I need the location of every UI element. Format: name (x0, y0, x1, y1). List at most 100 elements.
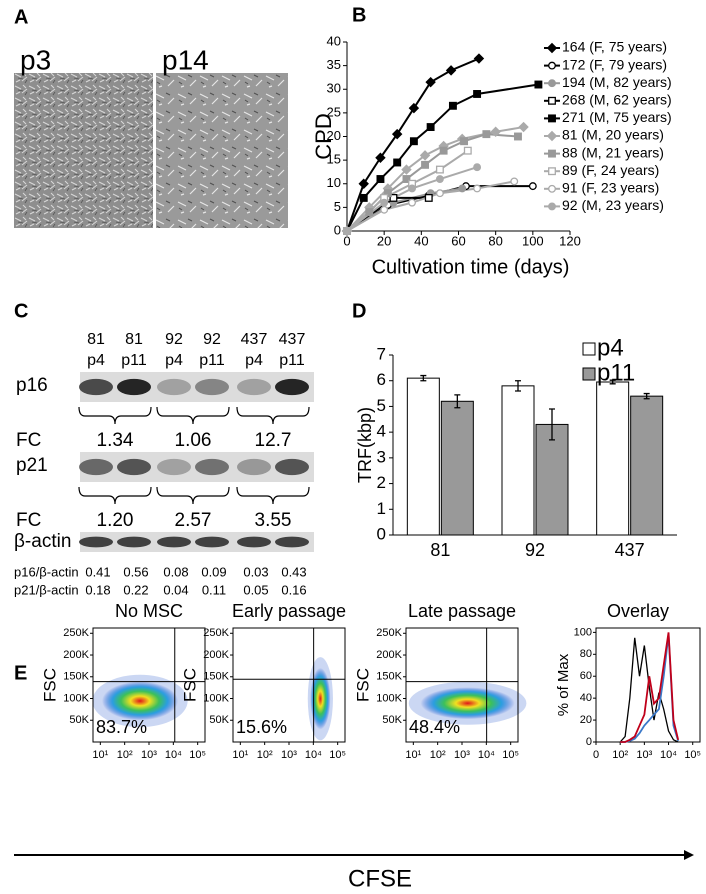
fold-change: 1.34 (97, 430, 134, 451)
y-axis-label: TRF(kbp) (355, 407, 375, 483)
x-tick-label: 437 (615, 540, 645, 560)
legend-swatch (582, 342, 596, 356)
x-tick-label: 0 (343, 233, 350, 248)
y-tick-label: 5 (377, 396, 386, 415)
bracket (78, 486, 152, 505)
x-tick-label: 10² (430, 749, 446, 761)
y-tick-label: 6 (377, 370, 386, 389)
marker (518, 121, 529, 133)
bar (535, 423, 569, 536)
blot-band (237, 458, 271, 476)
ratio-label: p16/β-actin (14, 564, 79, 579)
y-tick-label: 10 (327, 175, 341, 190)
marker (408, 184, 416, 193)
y-tick-label: 250K (203, 627, 229, 639)
ratio-value: 0.18 (85, 582, 110, 597)
y-tick-label: 7 (377, 344, 386, 363)
error-bar (454, 394, 461, 409)
y-tick-label: 200K (63, 649, 89, 661)
bracket (236, 406, 310, 425)
marker (546, 42, 558, 54)
y-tick-label: 5 (334, 199, 341, 214)
lane-label: p11 (121, 352, 147, 369)
blot-band (275, 378, 309, 396)
marker (514, 132, 522, 141)
y-tick-label: 150K (376, 671, 402, 683)
histogram-line (619, 637, 679, 743)
ratio-value: 0.16 (281, 582, 306, 597)
x-axis-label: CFSE (348, 865, 412, 892)
ratio-value: 0.08 (163, 564, 188, 579)
panel-letter: C (14, 300, 28, 322)
x-tick-label: 20 (377, 233, 391, 248)
histogram-line (620, 632, 680, 743)
blot-band (79, 378, 113, 396)
bracket (156, 486, 230, 505)
error-bar (609, 379, 616, 385)
y-tick-label: 25 (327, 104, 341, 119)
y-tick-label: 0 (334, 222, 341, 237)
error-bar (643, 392, 650, 400)
marker (548, 79, 556, 88)
lane-label: p11 (279, 352, 305, 369)
panel-letter: E (14, 662, 27, 684)
blot-band (157, 378, 191, 396)
error-bar (420, 374, 427, 382)
y-tick-label: 40 (580, 692, 592, 704)
y-axis-label: FSC (353, 668, 372, 702)
ratio-value: 0.22 (123, 582, 148, 597)
image-label: p3 (20, 44, 51, 75)
marker (409, 137, 418, 146)
x-tick-label: 120 (559, 233, 581, 248)
blot-band (195, 536, 229, 548)
marker (463, 146, 472, 155)
marker (435, 175, 444, 183)
x-tick-label: 10⁴ (165, 749, 182, 761)
y-tick-label: 40 (327, 33, 341, 48)
x-tick-label: 10³ (141, 749, 157, 761)
fold-change: 3.55 (255, 510, 292, 531)
legend-label: 88 (M, 21 years) (562, 144, 664, 160)
blot-band (117, 536, 151, 548)
x-tick-label: 60 (451, 233, 465, 248)
y-tick-label: 200K (376, 649, 402, 661)
marker (490, 126, 501, 137)
marker (548, 149, 556, 158)
marker (365, 208, 374, 217)
legend-label: 268 (M, 62 years) (562, 92, 672, 108)
series-line (346, 57, 480, 232)
y-tick-label: 250K (63, 627, 89, 639)
y-axis-label: FSC (40, 668, 59, 702)
marker (391, 128, 403, 140)
ratio-value: 0.43 (281, 564, 306, 579)
y-tick-label: 150K (203, 671, 229, 683)
marker (528, 182, 537, 191)
y-tick-label: 50K (382, 714, 402, 726)
y-tick-label: 100 (574, 626, 592, 638)
ratio-value: 0.11 (202, 582, 226, 597)
marker (445, 65, 457, 76)
legend-label: 89 (F, 24 years) (562, 162, 659, 178)
legend-label: p11 (597, 359, 635, 386)
lane-label: p4 (245, 352, 263, 369)
marker (376, 175, 385, 183)
bracket (156, 406, 230, 425)
y-tick-label: 30 (327, 81, 341, 96)
ratio-value: 0.09 (201, 564, 226, 579)
ratio-value: 0.03 (243, 564, 268, 579)
marker (375, 152, 386, 163)
plot-title: Overlay (607, 601, 669, 621)
blot-band (117, 458, 151, 476)
blot-band (237, 378, 271, 396)
density-cloud (420, 687, 515, 720)
y-tick-label: 100K (203, 692, 229, 704)
y-tick-label: 80 (580, 648, 592, 660)
marker (546, 130, 558, 142)
y-tick-label: 20 (580, 714, 592, 726)
y-tick-label: 50K (69, 714, 89, 726)
density-cloud (310, 667, 331, 730)
gate-percentage: 83.7% (96, 717, 147, 737)
ratio-label: p21/β-actin (14, 582, 79, 597)
x-tick-label: 10¹ (232, 749, 248, 761)
